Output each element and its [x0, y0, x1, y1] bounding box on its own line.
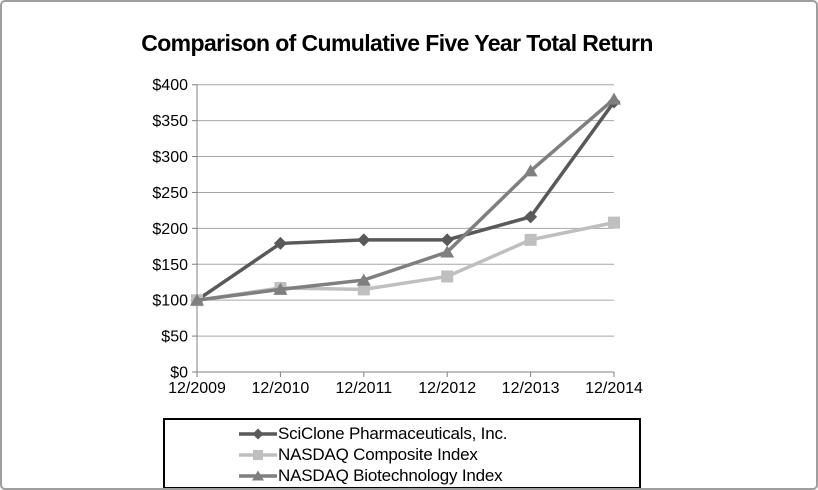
square-marker	[253, 449, 263, 460]
square-marker	[524, 233, 537, 246]
series-line	[196, 100, 616, 302]
legend-label: NASDAQ Composite Index	[278, 444, 478, 464]
legend-marker-sample	[239, 470, 277, 480]
y-axis-tick-label: $400	[152, 77, 188, 94]
legend-item: SciClone Pharmaceuticals, Inc.	[239, 423, 639, 444]
y-axis-tick-label: $200	[152, 221, 188, 238]
x-axis-category-label: 12/2011	[335, 380, 392, 397]
legend-marker-sample	[239, 428, 277, 439]
legend-label: NASDAQ Biotechnology Index	[278, 465, 503, 485]
five-year-total-return-line-chart: $400 $350 $300 $250 $200 $150 $100 $50 $012/2009…	[152, 77, 643, 397]
x-axis-category-label: 12/2012	[418, 380, 476, 397]
square-marker	[357, 283, 370, 296]
square-marker	[608, 216, 620, 229]
x-axis-category-label: 12/2010	[251, 380, 309, 397]
triangle-marker	[190, 293, 204, 306]
square-marker	[441, 270, 454, 283]
diamond-marker	[440, 233, 454, 247]
legend-marker-sample	[239, 449, 277, 460]
triangle-marker	[252, 470, 264, 480]
diamond-marker	[357, 233, 371, 247]
legend-item: NASDAQ Composite Index	[239, 444, 639, 465]
diamond-marker	[252, 428, 264, 439]
series-line	[196, 220, 615, 302]
y-axis-tick-label: $50	[161, 329, 188, 346]
series-diamond	[190, 95, 621, 307]
series-line	[196, 97, 616, 302]
chart-title: Comparison of Cumulative Five Year Total…	[141, 30, 653, 56]
x-axis-category-label: 12/2009	[168, 380, 226, 397]
triangle-marker	[273, 282, 288, 295]
y-axis-tick-label: $150	[152, 257, 188, 274]
legend-item: NASDAQ Biotechnology Index	[239, 465, 639, 486]
triangle-marker	[356, 273, 371, 286]
y-axis-tick-label: $0	[170, 365, 188, 382]
diamond-marker	[273, 236, 287, 250]
y-axis-tick-label: $100	[152, 293, 188, 310]
diamond-marker	[524, 210, 538, 224]
series-triangle	[190, 92, 621, 306]
x-axis-category-label: 12/2013	[502, 380, 560, 397]
triangle-marker	[607, 92, 621, 105]
y-axis-tick-label: $250	[152, 185, 188, 202]
y-axis-tick-label: $300	[152, 149, 188, 166]
x-axis-category-label: 12/2014	[585, 380, 643, 397]
y-axis-tick-label: $350	[152, 113, 188, 130]
chart-legend: SciClone Pharmaceuticals, Inc. NASDAQ Com…	[163, 418, 641, 488]
triangle-marker	[523, 164, 538, 177]
legend-label: SciClone Pharmaceuticals, Inc.	[278, 423, 508, 443]
triangle-marker	[440, 245, 455, 258]
